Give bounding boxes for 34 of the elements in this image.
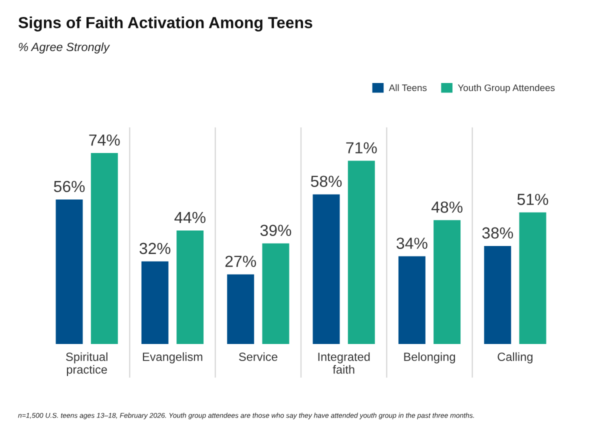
x-tick-label: Belonging — [404, 352, 455, 364]
data-label: 44% — [174, 212, 206, 224]
x-tick-label: Integrated faith — [318, 352, 370, 374]
bar — [434, 220, 461, 344]
data-label: 56% — [54, 180, 85, 192]
legend-label: Youth Group Attendees — [458, 84, 555, 93]
x-tick-label: Evangelism — [142, 352, 202, 364]
x-tick-label: Spiritual practice — [66, 352, 108, 376]
data-label: 38% — [482, 227, 514, 239]
data-label: 27% — [225, 256, 256, 267]
bar — [90, 153, 118, 344]
x-tick-label: Service — [239, 352, 278, 362]
bar — [519, 212, 546, 344]
bar — [484, 246, 512, 344]
data-label: 48% — [431, 202, 462, 213]
legend-label: All Teens — [388, 84, 427, 92]
bar — [141, 261, 168, 344]
bar — [227, 274, 254, 344]
data-label: 74% — [89, 134, 120, 146]
bar — [262, 243, 290, 344]
x-tick-label: Calling — [498, 352, 532, 364]
chart-subtitle: % Agree Strongly — [18, 42, 110, 54]
bar — [56, 199, 83, 344]
bar — [348, 160, 375, 344]
bar — [312, 194, 340, 344]
data-label: 71% — [346, 142, 377, 154]
data-label: 39% — [260, 224, 292, 236]
bar — [398, 256, 426, 344]
data-label: 58% — [310, 176, 342, 188]
data-label: 51% — [517, 194, 548, 206]
bar — [176, 230, 204, 344]
chart-title: Signs of Faith Activation Among Teens — [18, 16, 312, 32]
data-label: 32% — [140, 242, 170, 254]
data-label: 34% — [396, 238, 428, 249]
